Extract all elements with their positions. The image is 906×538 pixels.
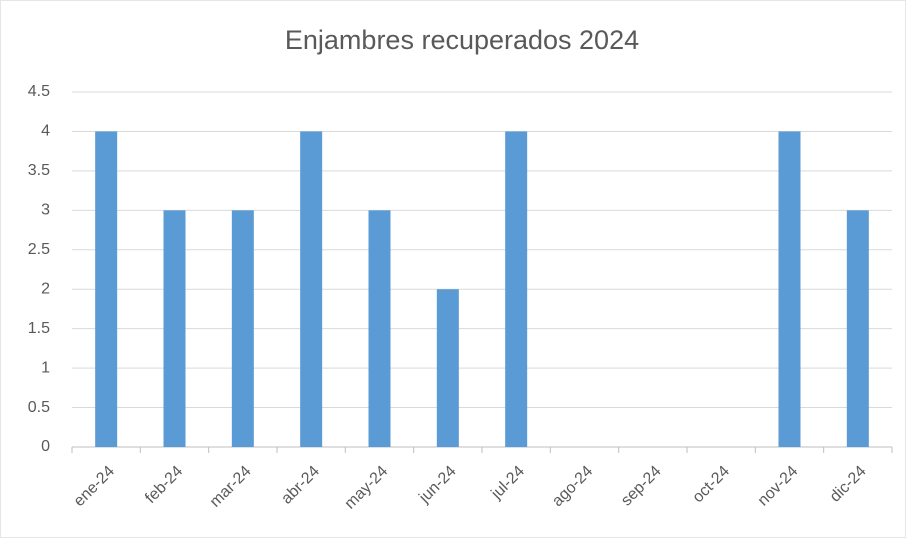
y-tick-label: 2	[41, 280, 50, 297]
y-tick-label: 1.5	[28, 320, 50, 337]
y-tick-label: 4	[41, 123, 50, 140]
y-tick-label: 3	[41, 202, 50, 219]
bar	[505, 131, 528, 447]
bar	[436, 289, 459, 447]
bar	[163, 210, 186, 447]
y-tick-label: 0.5	[28, 399, 50, 416]
bar	[368, 210, 391, 447]
chart-title: Enjambres recuperados 2024	[285, 25, 639, 55]
bar	[95, 131, 118, 447]
y-tick-label: 1	[41, 359, 50, 376]
y-tick-label: 4.5	[28, 83, 50, 100]
y-tick-label: 3.5	[28, 162, 50, 179]
y-tick-label: 2.5	[28, 241, 50, 258]
bar	[231, 210, 254, 447]
bar	[778, 131, 801, 447]
bar	[300, 131, 323, 447]
y-tick-label: 0	[41, 438, 50, 455]
bar	[846, 210, 869, 447]
